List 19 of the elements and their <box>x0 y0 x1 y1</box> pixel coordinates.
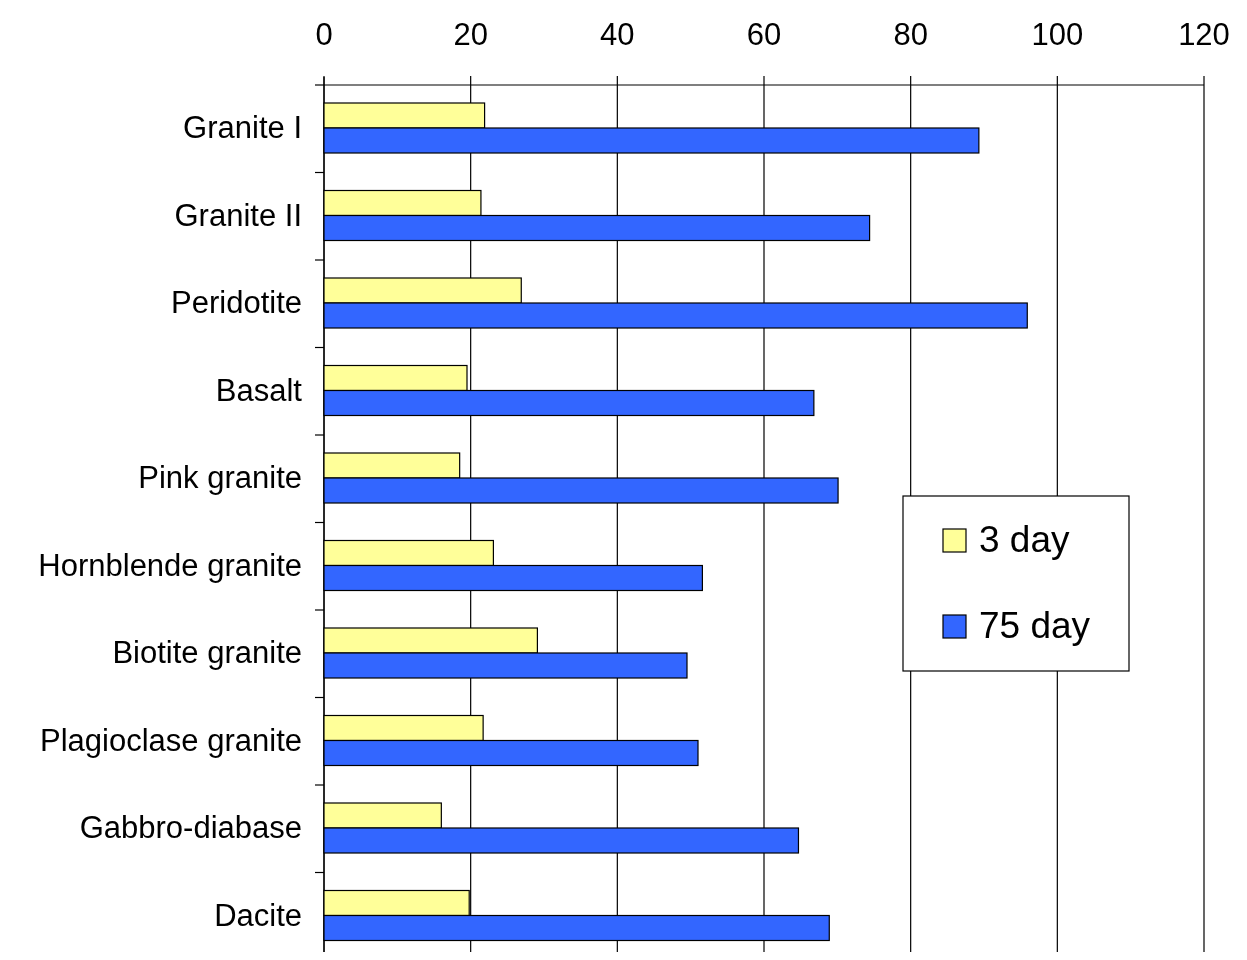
x-tick-label: 80 <box>893 17 928 52</box>
x-tick-label: 20 <box>453 17 488 52</box>
y-tick-label: Hornblende granite <box>38 547 302 583</box>
y-tick-label: Peridotite <box>171 285 302 321</box>
y-tick-label: Pink granite <box>138 460 302 496</box>
y-tick-label: Plagioclase granite <box>40 722 302 758</box>
y-tick-label: Granite I <box>183 110 302 146</box>
y-tick-label: Dacite <box>214 897 302 933</box>
legend-label: 3 day <box>979 518 1071 560</box>
x-tick-label: 100 <box>1031 17 1084 52</box>
y-tick-label: Basalt <box>215 372 303 408</box>
y-tick-label: Biotite granite <box>112 635 302 671</box>
y-tick-label: Granite II <box>174 197 302 233</box>
legend-label: 75 day <box>979 604 1091 646</box>
x-tick-label: 0 <box>315 17 333 52</box>
x-tick-label: 40 <box>600 17 635 52</box>
x-tick-label: 60 <box>746 17 782 52</box>
x-tick-label: 120 <box>1178 17 1230 52</box>
y-tick-label: Gabbro-diabase <box>79 810 302 846</box>
